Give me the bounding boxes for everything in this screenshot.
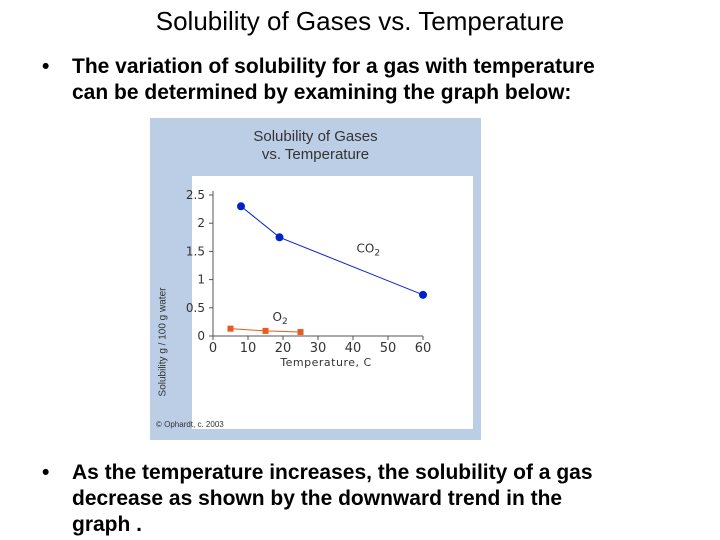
x-tick-label: 30 <box>310 341 327 356</box>
x-tick-label: 20 <box>275 341 292 356</box>
bullet-dot: • <box>42 461 50 484</box>
series-label-CO2: CO2 <box>357 242 381 259</box>
slide-title: Solubility of Gases vs. Temperature <box>155 6 565 36</box>
bullet-line: decrease as shown by the downward trend … <box>72 487 563 510</box>
bullet-line: can be determined by examining the graph… <box>72 81 572 104</box>
bullet-text: The variation of solubility for a gas wi… <box>72 54 595 106</box>
bullet-line: graph . <box>72 513 143 536</box>
data-point-CO2 <box>237 202 245 211</box>
y-tick-label: 0.5 <box>186 301 205 315</box>
plot-area <box>192 176 473 429</box>
y-tick-label: 1.5 <box>186 244 205 258</box>
data-point-O2 <box>227 325 234 332</box>
x-tick-label: 0 <box>209 341 217 356</box>
series-line-CO2 <box>240 205 424 296</box>
bullet-line: As the temperature increases, the solubi… <box>72 461 593 484</box>
data-point-CO2 <box>419 290 427 299</box>
x-tick-label: 10 <box>240 341 257 356</box>
y-tick-label: 1 <box>197 273 205 287</box>
data-point-O2 <box>297 329 304 336</box>
bullet-text: As the temperature increases, the solubi… <box>72 460 593 538</box>
series-label-O2: O2 <box>273 310 288 327</box>
bullet-line: The variation of solubility for a gas wi… <box>72 55 595 78</box>
copyright-note: © Ophardt, c. 2003 <box>156 420 224 429</box>
y-tick-label: 2 <box>197 216 205 230</box>
x-tick-label: 60 <box>415 341 432 356</box>
bullet-dot: • <box>42 55 50 78</box>
solubility-chart: Solubility of Gases vs. Temperature Solu… <box>150 118 481 440</box>
chart-svg: 0 10 20 30 40 50 60 0 0.5 1 1.5 2 2.5 Temperature, C C… <box>186 188 432 369</box>
x-tick-label: 50 <box>380 341 397 356</box>
data-point-CO2 <box>275 233 284 242</box>
x-tick-label: 40 <box>345 341 362 356</box>
x-axis-label: Temperature, C <box>279 356 371 369</box>
chart-title-line: Solubility of Gases <box>253 128 378 145</box>
chart-title: Solubility of Gases vs. Temperature <box>150 128 481 164</box>
data-point-O2 <box>262 327 269 334</box>
y-tick-label: 0 <box>197 329 205 343</box>
y-tick-label: 2.5 <box>186 188 205 202</box>
chart-title-line: vs. Temperature <box>261 146 370 163</box>
